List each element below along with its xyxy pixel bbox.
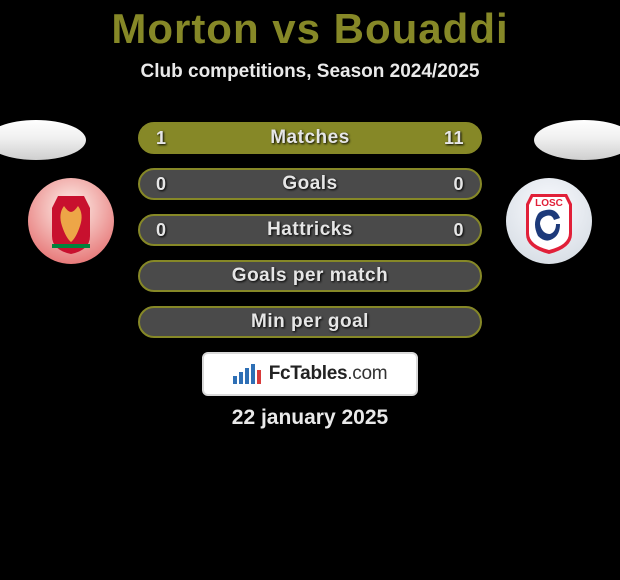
title-text: Morton vs Bouaddi — [111, 5, 508, 52]
subtitle: Club competitions, Season 2024/2025 — [0, 61, 620, 83]
logo-text: FcTables.com — [269, 363, 388, 385]
stat-label: Min per goal — [251, 311, 369, 333]
stat-row-hattricks: 0 Hattricks 0 — [138, 214, 482, 246]
stat-row-min-per-goal: Min per goal — [138, 306, 482, 338]
player-right-oval — [534, 120, 620, 160]
stat-right-value: 11 — [444, 124, 464, 152]
stat-label: Goals per match — [232, 265, 388, 287]
page-title: Morton vs Bouaddi — [0, 0, 620, 53]
bars-icon — [233, 362, 263, 386]
svg-text:LOSC: LOSC — [535, 198, 563, 209]
stat-left-value: 0 — [156, 170, 167, 198]
liverpool-crest-icon — [28, 178, 114, 264]
comparison-card: Morton vs Bouaddi Club competitions, Sea… — [0, 0, 620, 580]
stat-left-value: 0 — [156, 216, 167, 244]
stat-label: Goals — [282, 173, 337, 195]
stat-label: Matches — [270, 127, 350, 149]
player-left-oval — [0, 120, 86, 160]
snapshot-date: 22 january 2025 — [0, 406, 620, 430]
stat-right-value: 0 — [453, 216, 464, 244]
stat-row-goals-per-match: Goals per match — [138, 260, 482, 292]
stat-right-value: 0 — [453, 170, 464, 198]
club-left-badge — [28, 178, 114, 264]
stat-left-value: 1 — [156, 124, 167, 152]
fctables-logo[interactable]: FcTables.com — [202, 352, 418, 396]
stats-list: 1 Matches 11 0 Goals 0 0 Hattricks 0 Goa… — [138, 122, 482, 338]
losc-crest-icon: LOSC — [506, 178, 592, 264]
stat-row-goals: 0 Goals 0 — [138, 168, 482, 200]
stat-label: Hattricks — [267, 219, 353, 241]
stat-row-matches: 1 Matches 11 — [138, 122, 482, 154]
club-right-badge: LOSC — [506, 178, 592, 264]
